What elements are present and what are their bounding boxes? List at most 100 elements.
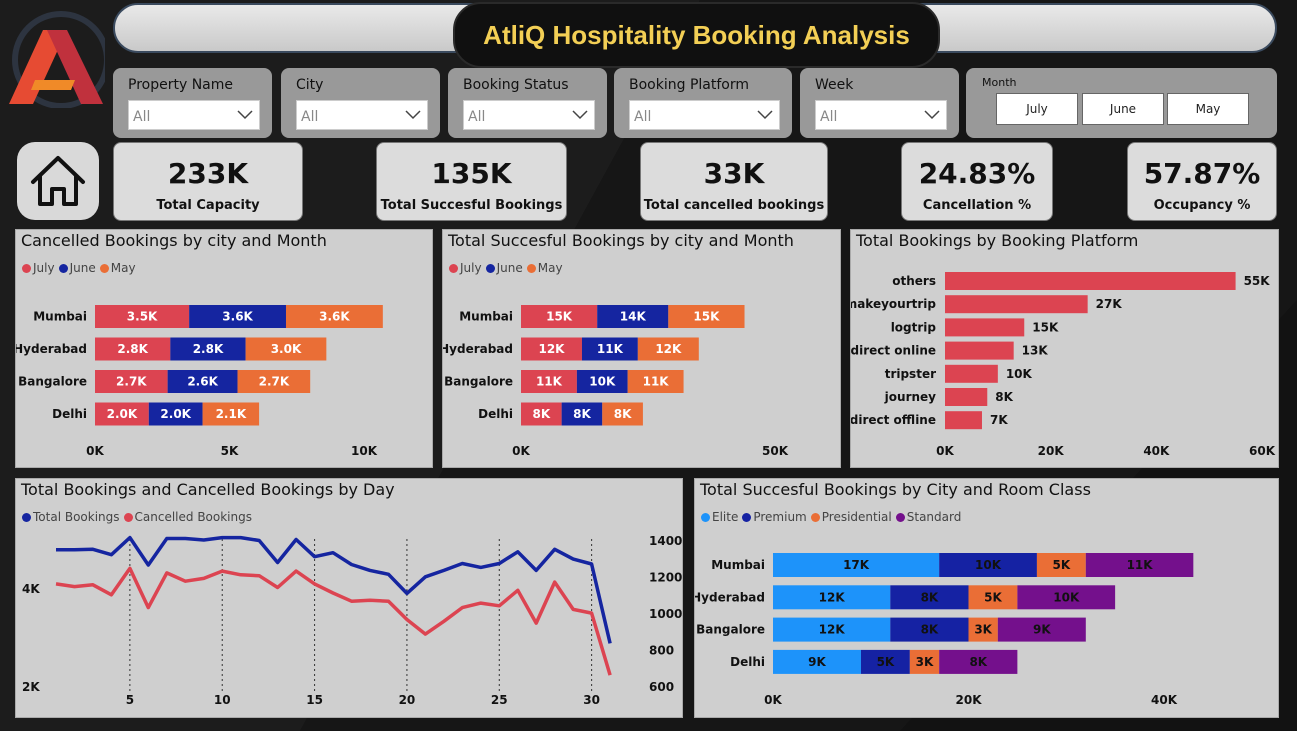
category-label-delhi: Delhi — [730, 655, 765, 669]
data-label: 5K — [1053, 558, 1071, 572]
home-button[interactable] — [17, 142, 99, 220]
bar-mumbai-standard[interactable] — [1085, 553, 1194, 577]
bar-mumbai-june[interactable] — [189, 305, 286, 328]
bar-mumbai-july[interactable] — [95, 305, 190, 328]
bar-delhi-presidential[interactable] — [909, 649, 940, 674]
x-tick-label: 50K — [762, 444, 789, 458]
bar-delhi-premium[interactable] — [860, 649, 910, 674]
city-dropdown[interactable]: All — [296, 100, 428, 130]
data-label: 3.6K — [222, 310, 253, 324]
x-tick-label: 0K — [764, 693, 782, 707]
kpi-label: Total Succesful Bookings — [380, 198, 563, 213]
month-option-july[interactable]: July — [996, 93, 1078, 125]
bar-hyderabad-premium[interactable] — [890, 585, 969, 610]
bookings-by-platform-chart: others 55K makeyourtrip 27K logtrip 15K direct… — [851, 272, 1276, 458]
bar-hyderabad-standard[interactable] — [1017, 585, 1116, 610]
bar-hyderabad-july[interactable] — [95, 337, 171, 361]
data-label: 8K — [969, 655, 987, 669]
atliq-logo — [5, 8, 110, 109]
bar-delhi-may[interactable] — [202, 402, 260, 426]
y-right-tick-label: 600 — [649, 680, 674, 694]
data-label: 3.6K — [319, 310, 350, 324]
bar-bangalore-may[interactable] — [237, 370, 311, 393]
bar-bangalore-presidential[interactable] — [968, 617, 998, 642]
category-label-journey: journey — [884, 390, 937, 404]
bookings-by-platform-panel: Total Bookings by Booking Platform other… — [850, 229, 1279, 468]
chart-title: Total Succesful Bookings by city and Mon… — [448, 231, 794, 250]
week-dropdown[interactable]: All — [815, 100, 947, 130]
bar-delhi-june[interactable] — [148, 402, 203, 426]
bar-bangalore-june[interactable] — [167, 370, 238, 393]
bar-makeyourtrip[interactable] — [945, 295, 1088, 314]
booking-status-slicer-label: Booking Status — [463, 77, 569, 93]
month-option-june[interactable]: June — [1082, 93, 1164, 125]
bar-others[interactable] — [945, 272, 1236, 290]
booking-status-dropdown[interactable]: All — [463, 100, 595, 130]
data-label: 2.0K — [160, 407, 191, 421]
week-slicer-label: Week — [815, 77, 854, 93]
week-dropdown-value: All — [820, 109, 838, 125]
category-label-direct-online: direct online — [851, 344, 936, 358]
bar-direct-offline[interactable] — [945, 411, 982, 430]
x-tick-label: 60K — [1249, 444, 1276, 458]
bar-delhi-july[interactable] — [95, 402, 149, 426]
data-label: 2.0K — [107, 407, 138, 421]
bar-delhi-standard[interactable] — [939, 649, 1018, 674]
data-label: 2.7K — [259, 375, 290, 389]
y-left-tick-label: 4K — [22, 582, 40, 596]
bar-tripster[interactable] — [945, 364, 998, 383]
legend-item-standard: Standard — [895, 510, 961, 524]
bar-delhi-elite[interactable] — [773, 649, 861, 674]
bar-bangalore-july[interactable] — [95, 370, 168, 393]
bar-logtrip[interactable] — [945, 318, 1025, 337]
category-label-logtrip: logtrip — [891, 320, 937, 334]
data-label: 10K — [1006, 367, 1033, 381]
bar-bangalore-may[interactable] — [627, 370, 684, 393]
bar-hyderabad-elite[interactable] — [773, 585, 891, 610]
bar-hyderabad-presidential[interactable] — [968, 585, 1018, 610]
bar-hyderabad-may[interactable] — [637, 337, 699, 361]
bar-direct-online[interactable] — [945, 341, 1014, 360]
bar-mumbai-july[interactable] — [521, 305, 598, 328]
bar-mumbai-premium[interactable] — [939, 553, 1037, 577]
bar-mumbai-may[interactable] — [285, 305, 383, 328]
data-label: 3.5K — [127, 310, 158, 324]
data-label: 10K — [1053, 590, 1080, 604]
category-label-hyderabad: Hyderabad — [16, 342, 87, 356]
bar-delhi-june[interactable] — [561, 402, 603, 426]
bar-bangalore-elite[interactable] — [773, 617, 891, 642]
month-option-may[interactable]: May — [1167, 93, 1249, 125]
bar-journey[interactable] — [945, 388, 988, 406]
property-name-dropdown[interactable]: All — [128, 100, 260, 130]
x-tick-label: 5K — [221, 444, 239, 458]
bar-delhi-july[interactable] — [521, 402, 562, 426]
x-tick-label: 0K — [86, 444, 104, 458]
bar-mumbai-may[interactable] — [668, 305, 745, 328]
bar-bangalore-standard[interactable] — [997, 617, 1086, 642]
booking-platform-slicer: Booking Platform All — [614, 68, 792, 138]
bar-mumbai-june[interactable] — [597, 305, 669, 328]
bar-hyderabad-june[interactable] — [170, 337, 246, 361]
bar-bangalore-july[interactable] — [521, 370, 577, 393]
bar-hyderabad-july[interactable] — [521, 337, 582, 361]
bar-bangalore-premium[interactable] — [890, 617, 969, 642]
bar-hyderabad-may[interactable] — [245, 337, 327, 361]
booking-platform-dropdown[interactable]: All — [629, 100, 780, 130]
line-total-bookings[interactable] — [56, 535, 612, 644]
x-tick-label: 40K — [1151, 693, 1178, 707]
bar-delhi-may[interactable] — [602, 402, 643, 426]
data-label: 8K — [614, 407, 632, 421]
y-right-tick-label: 1200 — [649, 571, 682, 585]
legend-item-premium: Premium — [742, 510, 807, 524]
legend-item-total-bookings: Total Bookings — [22, 510, 120, 524]
bar-mumbai-elite[interactable] — [773, 553, 940, 577]
bar-mumbai-presidential[interactable] — [1036, 553, 1086, 577]
bookings-by-day-panel: Total Bookings and Cancelled Bookings by… — [15, 478, 683, 718]
city-slicer: City All — [281, 68, 440, 138]
bar-hyderabad-june[interactable] — [581, 337, 638, 361]
booking-platform-slicer-label: Booking Platform — [629, 77, 749, 93]
bar-bangalore-june[interactable] — [576, 370, 628, 393]
line-cancelled-bookings[interactable] — [55, 566, 612, 676]
kpi-value: 24.83% — [918, 157, 1036, 190]
chart-legend: July June May — [22, 261, 140, 275]
